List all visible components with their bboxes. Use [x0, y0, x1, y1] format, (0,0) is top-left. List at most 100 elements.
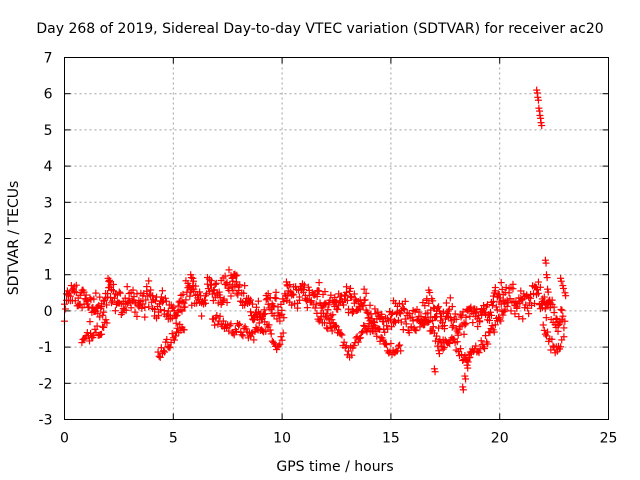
data-point: [172, 312, 180, 320]
data-point: [242, 325, 250, 333]
data-point: [364, 324, 372, 332]
data-point: [390, 297, 398, 305]
data-point: [497, 279, 505, 287]
data-point: [550, 303, 558, 311]
data-point: [169, 303, 177, 311]
data-point: [141, 303, 149, 311]
data-point: [215, 291, 223, 299]
data-point: [98, 303, 106, 311]
data-point: [348, 309, 356, 317]
data-point: [464, 364, 472, 372]
data-point: [192, 282, 200, 290]
data-point: [133, 312, 141, 320]
data-point: [546, 299, 554, 307]
data-point: [149, 292, 157, 300]
data-point: [521, 304, 529, 312]
data-point: [324, 325, 332, 333]
data-point: [462, 313, 470, 321]
x-axis-label: GPS time / hours: [276, 459, 393, 475]
data-point: [390, 317, 398, 325]
data-point: [435, 324, 443, 332]
data-point: [499, 311, 507, 319]
data-point: [485, 316, 493, 324]
data-point: [292, 283, 300, 291]
data-point: [276, 340, 284, 348]
data-point: [325, 315, 333, 323]
data-point: [544, 288, 552, 296]
data-point: [517, 287, 525, 295]
data-point: [275, 342, 283, 350]
data-point: [488, 301, 496, 309]
data-point: [384, 325, 392, 333]
data-point: [559, 284, 567, 292]
data-point: [557, 277, 565, 285]
data-point: [333, 305, 341, 313]
data-point: [108, 299, 116, 307]
data-point: [280, 297, 288, 305]
y-tick-label: 7: [44, 51, 53, 67]
data-point: [272, 288, 280, 296]
data-point: [314, 287, 322, 295]
data-point: [389, 309, 397, 317]
data-point: [138, 304, 146, 312]
data-point: [283, 297, 291, 305]
data-point: [482, 332, 490, 340]
data-point: [247, 296, 255, 304]
data-point: [139, 300, 147, 308]
data-point: [540, 326, 548, 334]
data-point: [145, 277, 153, 285]
data-point: [456, 323, 464, 331]
data-point: [459, 386, 467, 394]
data-point: [424, 319, 432, 327]
data-point: [322, 312, 330, 320]
data-point: [278, 306, 286, 314]
data-point: [424, 309, 432, 317]
data-point: [290, 291, 298, 299]
data-point: [350, 290, 358, 298]
data-point: [78, 339, 86, 347]
data-point: [203, 280, 211, 288]
data-point: [503, 302, 511, 310]
data-point: [501, 306, 509, 314]
data-point: [349, 308, 357, 316]
chart-title: Day 268 of 2019, Sidereal Day-to-day VTE…: [36, 21, 603, 37]
data-point: [342, 342, 350, 350]
data-point: [325, 299, 333, 307]
data-point: [92, 289, 100, 297]
data-point: [548, 335, 556, 343]
data-point: [395, 342, 403, 350]
data-point: [174, 302, 182, 310]
data-point: [105, 277, 113, 285]
data-point: [309, 300, 317, 308]
data-point: [252, 303, 260, 311]
data-point: [296, 296, 304, 304]
data-point: [363, 308, 371, 316]
y-axis-label: SDTVAR / TECUs: [6, 181, 22, 296]
grid-lines: [64, 57, 609, 420]
data-point: [173, 311, 181, 319]
data-point: [458, 311, 466, 319]
data-point: [480, 305, 488, 313]
data-point: [462, 320, 470, 328]
data-point: [158, 287, 166, 295]
axis-ticks: 0 5 10 15 20 25 -3 -2 -1 0 1 2 3 4 5 6 7: [39, 51, 618, 447]
data-point: [201, 296, 209, 304]
data-point: [558, 336, 566, 344]
data-point: [170, 336, 178, 344]
data-point: [329, 311, 337, 319]
data-point: [161, 294, 169, 302]
data-point: [369, 318, 377, 326]
x-tick-label: 10: [273, 431, 291, 447]
data-point: [209, 297, 217, 305]
data-point: [371, 319, 379, 327]
data-point: [464, 358, 472, 366]
data-point: [534, 96, 542, 104]
data-point: [397, 318, 405, 326]
data-point: [401, 297, 409, 305]
data-point: [227, 320, 235, 328]
data-point: [103, 319, 111, 327]
data-point: [127, 304, 135, 312]
data-point: [552, 314, 560, 322]
plot-frame: [64, 57, 609, 420]
data-point: [347, 293, 355, 301]
